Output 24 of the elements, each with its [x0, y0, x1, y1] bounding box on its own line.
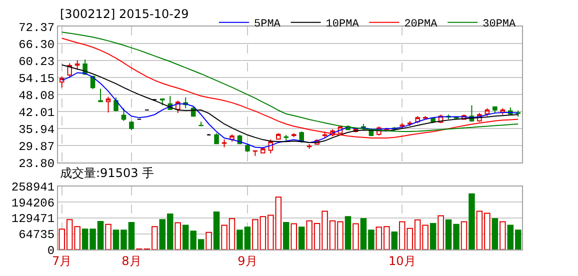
legend-label: 30PMA — [482, 18, 516, 31]
y-tick-label: 60.23 — [18, 54, 55, 69]
x-tick-label: 7月 — [52, 254, 72, 268]
y-tick-label: 54.15 — [18, 72, 55, 86]
y-tick-label: 129471 — [11, 212, 55, 226]
y-tick-label: 35.94 — [18, 122, 55, 137]
x-tick-label: 8月 — [122, 254, 142, 268]
y-tick-label: 66.30 — [18, 38, 55, 52]
y-tick-label: 42.01 — [18, 106, 55, 120]
y-tick-label: 64735 — [18, 228, 55, 242]
x-tick-label: 10月 — [388, 254, 416, 268]
legend-label: 5PMA — [254, 18, 281, 31]
y-tick-label: 72.37 — [18, 20, 55, 35]
y-tick-label: 29.87 — [18, 140, 55, 154]
chart-title: [300212] 2015-10-29 — [60, 7, 189, 21]
y-tick-label: 0 — [47, 244, 55, 258]
y-tick-label: 258941 — [11, 180, 55, 195]
x-tick-label: 9月 — [238, 254, 258, 268]
legend-label: 20PMA — [404, 18, 438, 31]
y-tick-label: 194206 — [11, 196, 55, 210]
y-tick-label: 48.08 — [18, 88, 55, 103]
y-tick-label: 23.80 — [18, 156, 55, 171]
chart-title: 成交量:91503 手 — [60, 166, 154, 180]
legend-label: 10PMA — [326, 18, 360, 31]
